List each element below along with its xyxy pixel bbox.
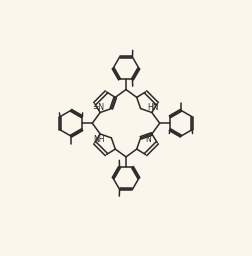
Text: =N: =N: [93, 103, 105, 112]
Text: N: N: [145, 135, 151, 144]
Text: NH: NH: [93, 135, 105, 144]
Text: HN: HN: [147, 103, 159, 112]
